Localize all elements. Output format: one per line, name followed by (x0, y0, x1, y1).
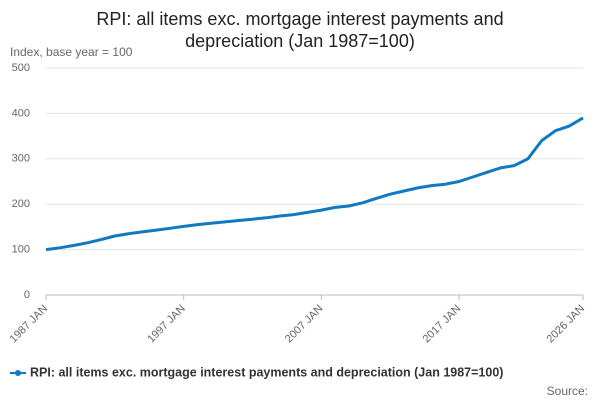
y-axis-label: Index, base year = 100 (10, 45, 133, 59)
legend-label: RPI: all items exc. mortgage interest pa… (30, 365, 503, 379)
y-tick-label: 500 (12, 62, 30, 74)
data-line (45, 116, 584, 252)
y-tick-label: 200 (12, 198, 30, 210)
y-tick-label: 300 (12, 153, 30, 165)
x-tick-label: 2026 JAN (545, 303, 588, 346)
x-tick-label: 2007 JAN (283, 303, 326, 346)
source: Source: (547, 384, 588, 398)
x-tick-label: 1997 JAN (145, 303, 188, 346)
x-tick-label: 2017 JAN (421, 303, 464, 346)
x-tick-label: 1987 JAN (8, 303, 51, 346)
legend-marker-dot (15, 370, 21, 376)
y-tick-label: 400 (12, 107, 30, 119)
chart-title: RPI: all items exc. mortgage interest pa… (96, 9, 504, 51)
y-tick-label: 0 (24, 289, 30, 301)
y-tick-label: 100 (12, 244, 30, 256)
